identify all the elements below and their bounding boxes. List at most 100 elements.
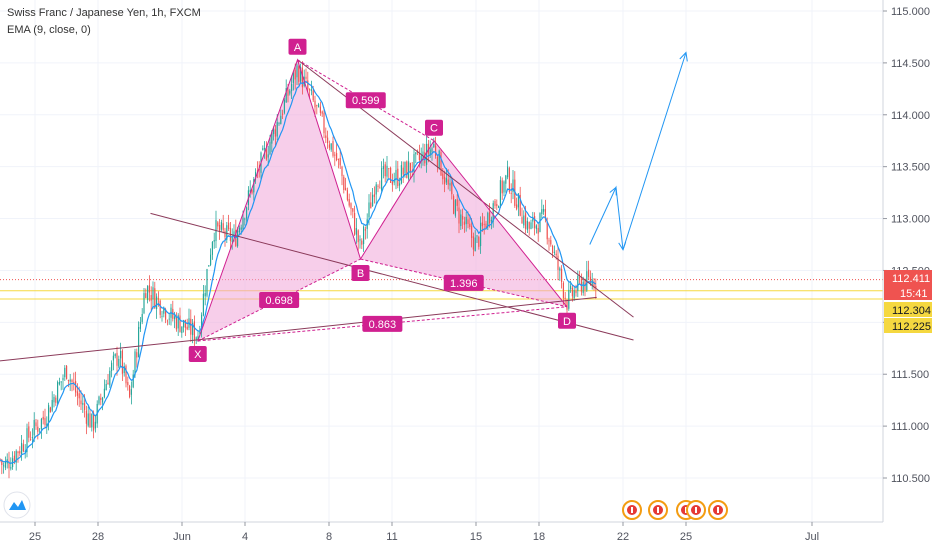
event-marker-icon[interactable]	[622, 500, 642, 520]
candle-body	[208, 265, 210, 267]
price-label-text: 112.304	[892, 305, 931, 317]
candle-body	[523, 215, 525, 226]
point-label-a: A	[288, 38, 307, 55]
candle-body	[445, 177, 447, 183]
candle-body	[312, 90, 314, 101]
time-tick-label: 15	[470, 531, 482, 543]
candle-body	[237, 230, 239, 247]
candle-body	[530, 222, 532, 230]
candle-body	[31, 437, 33, 439]
candle-body	[55, 397, 57, 403]
candle-body	[240, 227, 242, 230]
candle-body	[427, 143, 429, 154]
candle-body	[296, 65, 298, 78]
candle-body	[463, 221, 465, 225]
candle-body	[211, 241, 213, 255]
event-marker-icon[interactable]	[648, 500, 668, 520]
point-label-c: C	[425, 119, 443, 136]
time-tick-label: 25	[680, 531, 692, 543]
candle-body	[76, 391, 78, 396]
event-glyph	[657, 507, 659, 513]
candle-body	[546, 221, 548, 240]
candle-body	[382, 166, 384, 169]
candle-body	[206, 269, 208, 296]
candle-body	[127, 382, 129, 386]
candle-body	[190, 318, 192, 335]
candle-body	[537, 227, 539, 234]
candle-body	[548, 240, 550, 242]
candle-body	[483, 223, 485, 225]
candle-body	[550, 240, 552, 245]
candle-body	[184, 319, 186, 328]
price-tick-label: 111.500	[891, 369, 929, 381]
candle-body	[453, 196, 455, 214]
candle-body	[264, 148, 266, 150]
candle-body	[507, 166, 509, 178]
candle-body	[118, 358, 120, 367]
pattern-zigzag	[197, 58, 568, 342]
time-tick-label: 11	[386, 531, 397, 543]
candle-body	[109, 370, 111, 386]
candle-body	[121, 350, 123, 374]
candle-body	[454, 200, 456, 216]
candle-body	[370, 202, 372, 209]
candle-body	[130, 389, 132, 395]
candle-body	[148, 285, 150, 293]
ratio-label-box	[443, 274, 484, 291]
candle-body	[467, 219, 469, 224]
candle-body	[60, 381, 62, 383]
candle-body	[177, 315, 179, 329]
candle-body	[395, 169, 397, 180]
candle-body	[94, 421, 96, 429]
candles	[0, 60, 597, 479]
candle-body	[217, 222, 219, 227]
event-marker-icon[interactable]	[708, 500, 728, 520]
event-glyph	[717, 507, 719, 513]
candle-body	[159, 300, 161, 315]
projection-arrowhead	[618, 241, 627, 251]
ratio-label-text: 0.599	[352, 95, 380, 107]
candle-body	[19, 451, 21, 454]
candle-body	[256, 170, 258, 172]
candle-body	[289, 90, 291, 94]
candle-body	[249, 189, 251, 193]
candle-body	[84, 403, 86, 410]
candle-body	[355, 228, 357, 235]
ratio-label-text: 1.396	[450, 278, 478, 290]
candle-body	[478, 236, 480, 247]
candle-body	[562, 282, 564, 298]
candle-body	[469, 223, 471, 227]
candle-body	[147, 286, 149, 301]
candle-body	[364, 229, 366, 231]
candle-body	[400, 165, 402, 184]
point-label-box	[425, 119, 443, 136]
candle-body	[168, 318, 170, 320]
candle-body	[449, 183, 451, 186]
candle-body	[413, 154, 415, 174]
candle-body	[503, 181, 505, 193]
candle-body	[100, 397, 102, 400]
candle-body	[4, 461, 6, 468]
candle-body	[557, 255, 559, 270]
candle-body	[521, 217, 523, 224]
harmonic-pattern-fill	[197, 59, 567, 342]
candle-body	[589, 276, 591, 284]
candle-body	[183, 320, 185, 328]
candle-body	[165, 309, 167, 320]
candle-body	[193, 321, 195, 341]
candle-body	[318, 104, 320, 108]
candle-body	[89, 413, 91, 428]
candle-body	[397, 168, 399, 186]
candle-body	[409, 162, 411, 172]
trendline	[0, 296, 597, 362]
candle-body	[103, 388, 105, 398]
point-label-d: D	[558, 312, 576, 329]
candle-body	[10, 467, 12, 469]
candle-body	[40, 418, 42, 429]
candle-body	[35, 422, 37, 427]
economic-events[interactable]	[622, 500, 728, 520]
event-marker-icon[interactable]	[686, 500, 706, 520]
candle-body	[15, 450, 17, 463]
candle-body	[255, 171, 257, 178]
